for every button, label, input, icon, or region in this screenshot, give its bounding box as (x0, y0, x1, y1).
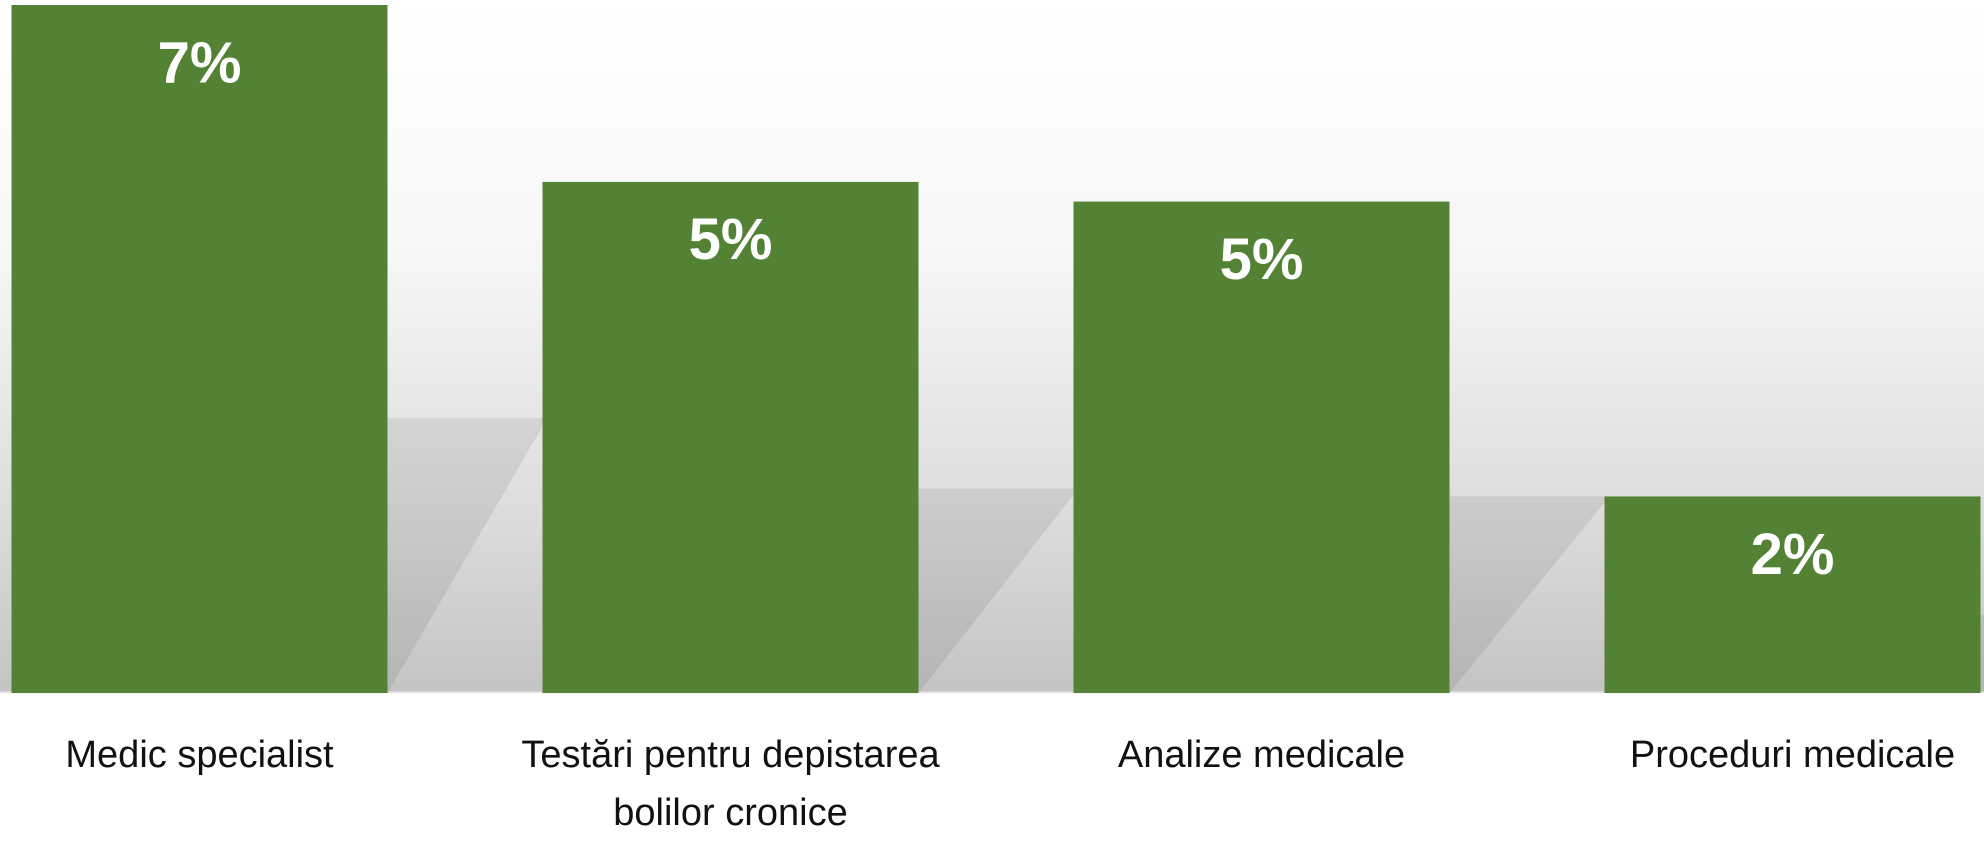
bar-shadow (388, 418, 548, 693)
data-label: 5% (1220, 227, 1304, 292)
data-label: 7% (158, 30, 242, 95)
bar-shadow (1981, 614, 1984, 693)
x-tick-label: Proceduri medicale (1533, 726, 1984, 784)
bar-shadow (919, 489, 1079, 693)
data-label: 2% (1751, 522, 1835, 587)
data-label: 5% (689, 207, 773, 272)
x-tick-label: Medic specialist (0, 726, 460, 784)
bar-shadow (1450, 496, 1610, 693)
x-tick-label: Analize medicale (1002, 726, 1522, 784)
bar (12, 5, 388, 693)
x-tick-label: Testări pentru depistarea bolilor cronic… (471, 726, 991, 842)
